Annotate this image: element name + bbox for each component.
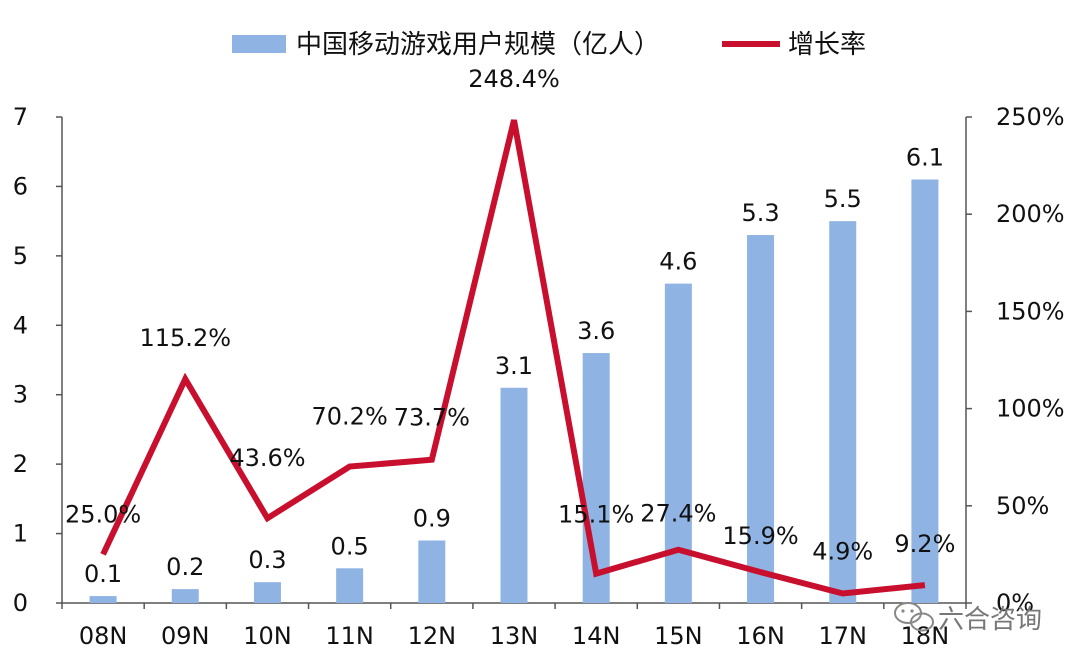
x-tick-label: 09N (161, 622, 210, 650)
growth-value-label: 27.4% (640, 500, 716, 528)
bar-value-label: 5.5 (824, 185, 862, 213)
right-tick-label: 50% (996, 492, 1049, 520)
watermark-text: 六合咨询 (938, 605, 1042, 635)
x-tick-label: 12N (408, 622, 457, 650)
right-tick-label: 200% (996, 200, 1065, 228)
bar (253, 582, 281, 603)
bar-value-label: 0.9 (413, 505, 451, 533)
bar (500, 387, 528, 603)
left-tick-label: 5 (13, 242, 28, 270)
left-tick-label: 7 (13, 103, 28, 131)
x-tick-label: 11N (325, 622, 374, 650)
x-tick-label: 15N (654, 622, 703, 650)
growth-value-label: 115.2% (140, 324, 232, 352)
bars (89, 179, 939, 603)
bar-value-label: 0.1 (84, 560, 122, 588)
bar (89, 596, 117, 603)
bar-value-label: 0.2 (166, 553, 204, 581)
left-tick-label: 3 (13, 381, 28, 409)
bar (911, 179, 939, 603)
growth-value-label: 15.9% (722, 522, 798, 550)
left-tick-label: 2 (13, 450, 28, 478)
growth-value-label: 9.2% (894, 530, 955, 558)
bar (418, 540, 446, 603)
bar (747, 235, 775, 603)
right-tick-label: 150% (996, 297, 1065, 325)
wechat-icon (894, 602, 934, 632)
growth-labels: 25.0% 115.2% 43.6%70.2% 73.7% 248.4% 15.1% 27.… (65, 65, 955, 565)
bar-value-label: 0.5 (331, 532, 369, 560)
bar-value-label: 4.6 (659, 248, 697, 276)
growth-line-layer (100, 119, 926, 597)
watermark: 六合咨询 (894, 602, 1042, 635)
left-tick-label: 1 (13, 520, 28, 548)
legend-bar-label: 中国移动游戏用户规模（亿人） (296, 30, 660, 60)
growth-value-label: 248.4% (468, 65, 560, 93)
x-tick-label: 14N (572, 622, 621, 650)
x-tick-label: 17N (818, 622, 867, 650)
growth-value-label: 25.0% (65, 500, 141, 528)
bar (829, 221, 857, 603)
bar-value-label: 3.1 (495, 352, 533, 380)
right-tick-label: 250% (996, 103, 1065, 131)
right-tick-label: 0% (996, 589, 1034, 617)
x-tick-label: 13N (490, 622, 539, 650)
x-tick-label: 18N (901, 622, 950, 650)
bar (336, 568, 364, 603)
bar-labels: 0.1 0.2 0.3 0.5 0.9 3.1 3.6 4.6 5.3 5.5 6.1 (84, 143, 944, 588)
growth-value-label: 43.6% (229, 444, 305, 472)
growth-value-label: 4.9% (812, 537, 873, 565)
growth-value-label: 73.7% (394, 404, 470, 432)
left-tick-label: 6 (13, 172, 28, 200)
x-tick-label: 16N (736, 622, 785, 650)
x-tick-label: 10N (243, 622, 292, 650)
legend-bar-swatch (232, 35, 286, 53)
x-tick-label: 08N (79, 622, 128, 650)
bar-value-label: 5.3 (741, 199, 779, 227)
legend: 中国移动游戏用户规模（亿人） 增长率 (232, 30, 866, 60)
bar (171, 589, 199, 603)
axes: 0 1 2 3 4 5 6 7 0% 50% 100% 150% 200% 250% 08N 09N 10N 11… (13, 103, 1065, 650)
left-tick-label: 4 (13, 311, 28, 339)
growth-value-label: 15.1% (558, 501, 634, 529)
growth-value-label: 70.2% (312, 403, 388, 431)
left-tick-label: 0 (13, 589, 28, 617)
legend-line-label: 增长率 (788, 30, 866, 60)
bar-value-label: 0.3 (248, 546, 286, 574)
right-tick-label: 100% (996, 395, 1065, 423)
bar-value-label: 6.1 (906, 143, 944, 171)
bar-value-label: 3.6 (577, 317, 615, 345)
